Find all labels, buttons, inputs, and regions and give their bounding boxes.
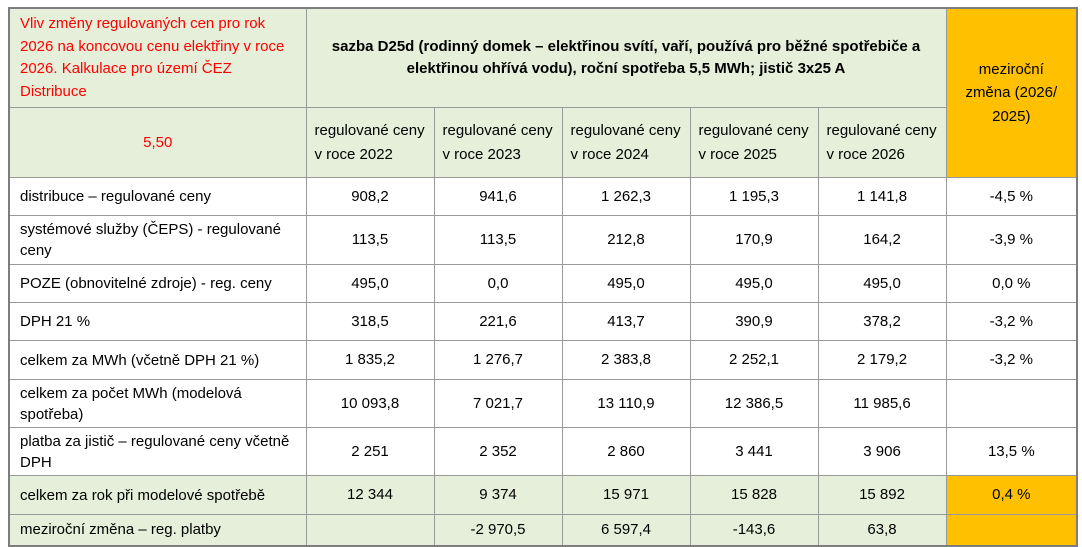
value-cell: 212,8	[561, 215, 691, 265]
value-cell: 221,6	[433, 302, 563, 341]
table-row: celkem za MWh (včetně DPH 21 %) 1 835,2 …	[8, 340, 1078, 380]
value-cell: 1 262,3	[561, 177, 691, 216]
value-cell: 941,6	[433, 177, 563, 216]
yoy-cell: 13,5 %	[945, 427, 1078, 476]
yoy-cell: -3,2 %	[945, 302, 1078, 341]
value-cell: 13 110,9	[561, 379, 691, 428]
value-cell: 15 892	[817, 475, 947, 515]
table-row: celkem za počet MWh (modelová spotřeba) …	[8, 379, 1078, 428]
value-cell: 0,0	[433, 264, 563, 303]
value-cell	[305, 514, 435, 546]
table-title: Vliv změny regulovaných cen pro rok 2026…	[8, 7, 307, 108]
value-cell: 2 179,2	[817, 340, 947, 380]
row-label: celkem za MWh (včetně DPH 21 %)	[8, 340, 307, 380]
value-cell: 1 195,3	[689, 177, 819, 216]
value-cell: 1 835,2	[305, 340, 435, 380]
yoy-cell	[945, 514, 1078, 546]
value-cell: 164,2	[817, 215, 947, 265]
value-cell: 318,5	[305, 302, 435, 341]
yoy-cell: 0,4 %	[945, 475, 1078, 515]
yoy-change-row: meziroční změna – reg. platby -2 970,5 6…	[8, 514, 1078, 546]
value-cell: 2 383,8	[561, 340, 691, 380]
consumption-value: 5,50	[8, 107, 307, 178]
value-cell: 170,9	[689, 215, 819, 265]
value-cell: 12 344	[305, 475, 435, 515]
value-cell: 1 141,8	[817, 177, 947, 216]
value-cell: 495,0	[305, 264, 435, 303]
value-cell: 113,5	[433, 215, 563, 265]
year-header-2023: regulované ceny v roce 2023	[433, 107, 563, 178]
value-cell: 10 093,8	[305, 379, 435, 428]
row-label: DPH 21 %	[8, 302, 307, 341]
row-label: platba za jistič – regulované ceny včetn…	[8, 427, 307, 476]
value-cell: 63,8	[817, 514, 947, 546]
value-cell: 12 386,5	[689, 379, 819, 428]
year-header-2022: regulované ceny v roce 2022	[305, 107, 435, 178]
row-label: distribuce – regulované ceny	[8, 177, 307, 216]
total-row: celkem za rok při modelové spotřebě 12 3…	[8, 475, 1078, 515]
value-cell: 113,5	[305, 215, 435, 265]
table-row: DPH 21 % 318,5 221,6 413,7 390,9 378,2 -…	[8, 302, 1078, 341]
table-row: distribuce – regulované ceny 908,2 941,6…	[8, 177, 1078, 216]
tariff-header: sazba D25d (rodinný domek – elektřinou s…	[305, 7, 947, 108]
value-cell: 495,0	[561, 264, 691, 303]
table-row: systémové služby (ČEPS) - regulované cen…	[8, 215, 1078, 265]
row-label: systémové služby (ČEPS) - regulované cen…	[8, 215, 307, 265]
value-cell: 908,2	[305, 177, 435, 216]
value-cell: 495,0	[817, 264, 947, 303]
value-cell: 11 985,6	[817, 379, 947, 428]
value-cell: -2 970,5	[433, 514, 563, 546]
value-cell: 413,7	[561, 302, 691, 341]
row-label: celkem za rok při modelové spotřebě	[8, 475, 307, 515]
value-cell: 2 252,1	[689, 340, 819, 380]
yoy-cell: -3,2 %	[945, 340, 1078, 380]
value-cell: 2 251	[305, 427, 435, 476]
value-cell: 2 860	[561, 427, 691, 476]
yoy-cell: 0,0 %	[945, 264, 1078, 303]
value-cell: 6 597,4	[561, 514, 691, 546]
table-row: POZE (obnovitelné zdroje) - reg. ceny 49…	[8, 264, 1078, 303]
value-cell: 9 374	[433, 475, 563, 515]
table-row: platba za jistič – regulované ceny včetn…	[8, 427, 1078, 476]
year-header-2025: regulované ceny v roce 2025	[689, 107, 819, 178]
yoy-cell: -3,9 %	[945, 215, 1078, 265]
value-cell: 15 828	[689, 475, 819, 515]
row-label: POZE (obnovitelné zdroje) - reg. ceny	[8, 264, 307, 303]
value-cell: 495,0	[689, 264, 819, 303]
year-header-2024: regulované ceny v roce 2024	[561, 107, 691, 178]
yoy-cell: -4,5 %	[945, 177, 1078, 216]
value-cell: 15 971	[561, 475, 691, 515]
value-cell: -143,6	[689, 514, 819, 546]
yoy-cell	[945, 379, 1078, 428]
row-label: celkem za počet MWh (modelová spotřeba)	[8, 379, 307, 428]
row-label: meziroční změna – reg. platby	[8, 514, 307, 546]
regulated-prices-table: Vliv změny regulovaných cen pro rok 2026…	[8, 7, 1079, 547]
value-cell: 1 276,7	[433, 340, 563, 380]
value-cell: 7 021,7	[433, 379, 563, 428]
value-cell: 378,2	[817, 302, 947, 341]
value-cell: 3 441	[689, 427, 819, 476]
value-cell: 390,9	[689, 302, 819, 341]
value-cell: 2 352	[433, 427, 563, 476]
year-header-2026: regulované ceny v roce 2026	[817, 107, 947, 178]
yoy-column-header: meziroční změna (2026/ 2025)	[945, 7, 1078, 178]
value-cell: 3 906	[817, 427, 947, 476]
